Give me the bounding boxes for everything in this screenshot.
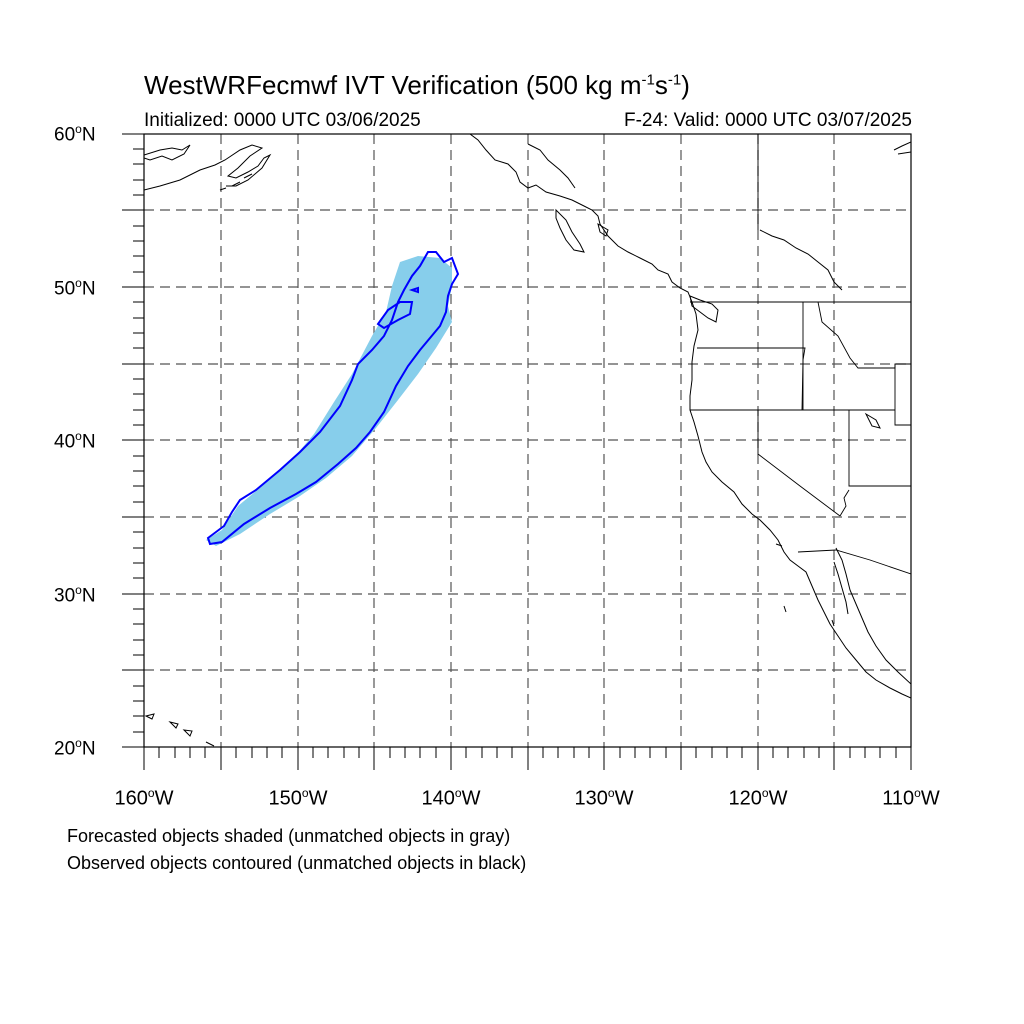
lat-label-50n: 50oN <box>54 276 96 300</box>
observed-note: Observed objects contoured (unmatched ob… <box>67 853 527 873</box>
political-boundaries <box>690 134 911 575</box>
lon-label-160w: 160oW <box>114 786 174 810</box>
lon-label-120w: 120oW <box>728 786 788 810</box>
axis-ticks <box>122 133 912 770</box>
chart-title: WestWRFecmwf IVT Verification (500 kg m-… <box>144 70 690 100</box>
initialized-label: Initialized: 0000 UTC 03/06/2025 <box>144 110 421 131</box>
coastlines <box>144 134 911 747</box>
lon-label-140w: 140oW <box>421 786 481 810</box>
forecast-note: Forecasted objects shaded (unmatched obj… <box>67 826 511 846</box>
left-minor-ticks <box>133 148 144 733</box>
left-major-ticks <box>122 133 144 748</box>
valid-time-label: F-24: Valid: 0000 UTC 03/07/2025 <box>624 110 912 131</box>
dashed-gridlines <box>144 134 911 747</box>
bottom-major-ticks <box>143 747 912 770</box>
lon-label-110w: 110oW <box>882 786 940 810</box>
bottom-minor-ticks <box>158 747 897 758</box>
lat-label-30n: 30oN <box>54 583 96 607</box>
observed-object-contour <box>206 251 460 546</box>
lon-label-130w: 130oW <box>574 786 634 810</box>
lat-label-20n: 20oN <box>54 736 96 760</box>
lat-label-40n: 40oN <box>54 429 96 453</box>
lon-label-150w: 150oW <box>268 786 328 810</box>
lat-label-60n: 60oN <box>54 122 96 146</box>
forecast-object-shaded <box>206 256 452 546</box>
